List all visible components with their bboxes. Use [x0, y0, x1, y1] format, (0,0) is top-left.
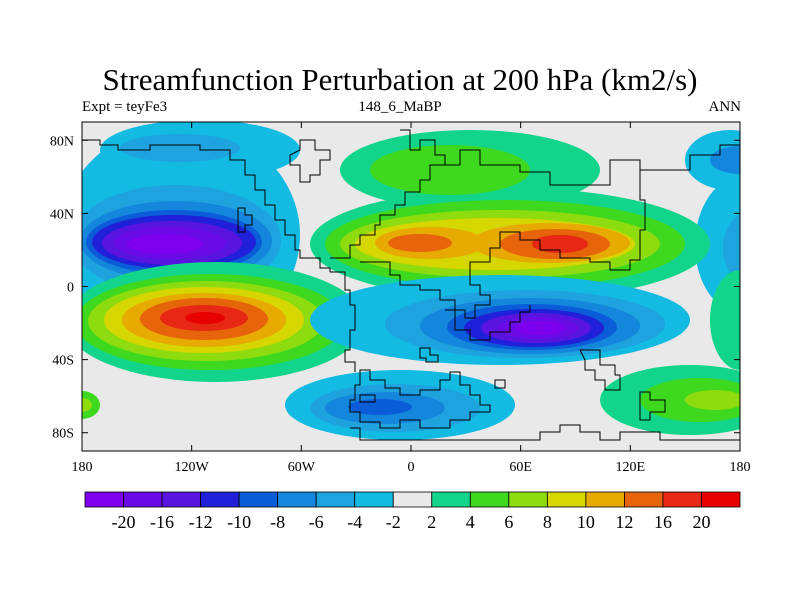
colorbar-swatch: [508, 491, 548, 508]
colorbar-label: -20: [112, 512, 136, 532]
colorbar-label: -4: [347, 512, 362, 532]
colorbar-swatch: [392, 491, 433, 508]
colorbar-label: 6: [504, 512, 513, 532]
colorbar-label: -16: [150, 512, 174, 532]
colorbar-swatch: [277, 491, 317, 508]
colorbar-swatch: [662, 491, 702, 508]
colorbar-label: -8: [270, 512, 285, 532]
colorbar-label: -6: [309, 512, 324, 532]
contour-fills: [82, 122, 740, 440]
colorbar-swatch: [701, 491, 741, 508]
colorbar-swatch: [585, 491, 625, 508]
colorbar-swatch: [469, 491, 510, 508]
colorbar-label: -10: [227, 512, 251, 532]
x-tick-label: 60W: [288, 460, 316, 475]
y-tick-label: 80N: [50, 134, 74, 149]
x-tick-label: 180: [730, 460, 751, 475]
eurasia-high: [310, 130, 710, 300]
colorbar-swatch: [354, 491, 394, 508]
colorbar-label: 8: [543, 512, 552, 532]
x-tick-label: 120W: [175, 460, 210, 475]
colorbar-label: 4: [466, 512, 475, 532]
y-tick-label: 40S: [52, 354, 74, 369]
experiment-label: Expt = teyFe3: [82, 99, 168, 115]
colorbar-swatch: [84, 491, 124, 508]
colorbar-label: 10: [577, 512, 595, 532]
coastlines: [82, 129, 740, 441]
sh-pacific-high: [82, 262, 365, 382]
colorbar-label: 2: [427, 512, 436, 532]
southern-ocean-low: [285, 370, 515, 440]
colorbar-swatch: [624, 491, 664, 508]
colorbar-label: 16: [654, 512, 672, 532]
x-axis: 180 120W 60W 0 60E 120E 180: [72, 122, 751, 475]
indian-ocean-low: [310, 275, 690, 365]
arctic-blue: [100, 122, 300, 180]
colorbar-label: 12: [615, 512, 633, 532]
case-label: 148_6_MaBP: [358, 99, 442, 115]
colorbar-swatch: [238, 491, 279, 508]
y-tick-label: 0: [67, 281, 74, 296]
x-tick-label: 60E: [509, 460, 532, 475]
colorbar-swatch: [200, 491, 240, 508]
y-axis: 80N 40N 0 40S 80S: [50, 134, 740, 442]
y-tick-label: 80S: [52, 427, 74, 442]
colorbar-swatch: [315, 491, 356, 508]
colorbar-swatch: [123, 491, 163, 508]
x-tick-label: 0: [408, 460, 415, 475]
map-title: Streamfunction Perturbation at 200 hPa (…: [102, 62, 698, 97]
colorbar-label: -12: [189, 512, 213, 532]
y-tick-label: 40N: [50, 207, 74, 222]
colorbar-swatch: [546, 491, 587, 508]
colorbar-swatch: [431, 491, 471, 508]
colorbar-label: 20: [692, 512, 710, 532]
colorbar-label: -2: [386, 512, 401, 532]
colorbar: -20 -16 -12 -10 -8 -6 -4 -2 2 4 6 8 10 12 16 20: [84, 491, 741, 532]
x-tick-label: 180: [72, 460, 93, 475]
x-tick-label: 120E: [616, 460, 646, 475]
colorbar-swatch: [161, 491, 201, 508]
season-label: ANN: [708, 99, 742, 115]
